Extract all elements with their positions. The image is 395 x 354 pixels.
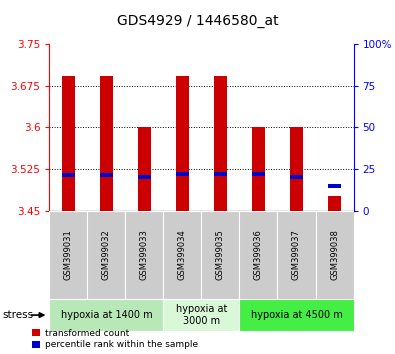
Text: GDS4929 / 1446580_at: GDS4929 / 1446580_at [117,14,278,28]
Text: GSM399034: GSM399034 [178,229,187,280]
Bar [62,76,75,211]
Bar [201,211,239,299]
Bar [126,211,164,299]
Bar [290,127,303,211]
Text: GSM399032: GSM399032 [102,229,111,280]
Bar [164,211,201,299]
Text: GSM399033: GSM399033 [140,229,149,280]
Bar [49,211,87,299]
Bar [252,127,265,211]
Text: hypoxia at 4500 m: hypoxia at 4500 m [250,310,342,320]
Bar [138,127,151,211]
Bar [316,211,354,299]
Bar [138,176,151,179]
Text: GSM399036: GSM399036 [254,229,263,280]
Text: stress: stress [2,310,33,320]
Bar [239,211,277,299]
Bar [100,76,113,211]
Bar [328,184,341,188]
Bar [278,211,316,299]
Bar [252,172,265,176]
Bar [214,76,227,211]
Text: hypoxia at 1400 m: hypoxia at 1400 m [60,310,152,320]
Text: GSM399038: GSM399038 [330,229,339,280]
Bar [239,299,354,331]
Bar [176,76,189,211]
Text: GSM399035: GSM399035 [216,229,225,280]
Text: hypoxia at
3000 m: hypoxia at 3000 m [176,304,227,326]
Bar [164,299,239,331]
Bar [328,196,341,211]
Bar [176,172,189,176]
Bar [49,299,164,331]
Bar [100,173,113,177]
Text: GSM399031: GSM399031 [64,229,73,280]
Bar [214,172,227,176]
Legend: transformed count, percentile rank within the sample: transformed count, percentile rank withi… [32,329,198,349]
Bar [290,176,303,179]
Text: GSM399037: GSM399037 [292,229,301,280]
Bar [87,211,126,299]
Bar [62,173,75,177]
